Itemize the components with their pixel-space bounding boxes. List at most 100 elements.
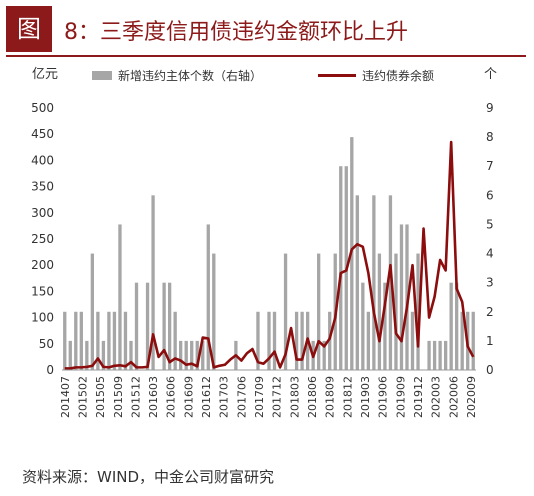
bar-mark [79,311,83,370]
x-tick-label: 201806 [306,376,319,418]
bar-mark [167,282,172,370]
bar-mark [449,282,453,370]
x-tick-label: 201509 [112,376,125,418]
figure-header: 图 8：三季度信用债违约金额环比上升 [0,0,534,58]
bar-mark [372,195,376,370]
bar-mark [184,340,188,370]
bar-mark [74,311,78,370]
bar-mark [96,311,100,370]
right-tick-label: 7 [486,159,494,173]
bar-mark [68,340,72,370]
bar-mark [173,311,177,370]
bar-mark [366,311,371,370]
bar-mark [63,311,67,370]
bar-mark [383,282,387,370]
line-series [64,140,475,370]
bar-mark [107,311,111,370]
bar-mark [399,224,404,370]
x-tick-label: 201906 [377,376,390,418]
bar-mark [432,340,437,370]
x-axis: 201407 201502 201505 201509 201512 201603 2016… [59,369,478,418]
left-tick-label: 300 [31,206,54,220]
bar-mark [101,340,106,370]
bar-mark [112,311,117,370]
left-tick-label: 50 [39,337,54,351]
source-note: 资料来源：WIND，中金公司财富研究 [22,468,275,486]
x-tick-label: 202003 [430,376,443,418]
x-tick-label: 201712 [271,376,284,418]
bar-mark [190,340,194,370]
figure-title: 8：三季度信用债违约金额环比上升 [64,20,408,45]
left-tick-label: 250 [31,232,54,246]
bar-mark [206,224,210,370]
left-tick-label: 400 [31,153,54,167]
x-tick-label: 201606 [165,376,178,418]
bar-mark [300,311,304,370]
header-rule [6,55,526,57]
right-tick-label: 3 [486,276,494,290]
bar-mark [471,311,475,370]
x-tick-label: 202006 [447,376,460,418]
bar-mark [195,340,199,370]
left-axis: 0 50 100 150 200 250 300 350 400 450 500 [31,101,54,377]
bar-mark [294,311,299,370]
bar-mark [322,340,326,370]
left-tick-label: 100 [31,311,54,325]
bar-mark [416,253,420,370]
left-tick-label: 150 [31,284,54,298]
bar-mark [339,166,343,370]
legend: 新增违约主体个数（右轴） 违约债券余额 [92,68,434,83]
x-tick-label: 201809 [324,376,337,418]
right-tick-label: 6 [486,188,494,202]
legend-label: 新增违约主体个数（右轴） [118,68,262,83]
left-tick-label: 200 [31,258,54,272]
left-tick-label: 350 [31,180,54,194]
figure-badge: 图 [6,6,52,52]
bar-mark [377,253,382,370]
bar-mark [256,311,260,370]
bar-mark [85,340,89,370]
x-tick-label: 201903 [359,376,372,418]
bar-mark [272,311,277,370]
bar-mark [201,340,205,370]
combo-chart: 0 50 100 150 200 250 300 350 400 450 500 0 1 2 3 4 5 6 7 8… [31,67,497,418]
bar-mark [267,311,271,370]
bar-mark [388,195,393,370]
bar-mark [283,253,288,370]
left-tick-label: 500 [31,101,54,115]
bar-mark [460,311,464,370]
bar-mark [455,282,459,370]
right-unit-label: 个 [484,67,497,82]
bar-mark [118,224,122,370]
bar-mark [212,253,216,370]
bar-mark [410,311,415,370]
bar-mark [162,282,166,370]
legend-label: 违约债券余额 [362,68,434,83]
x-tick-label: 201512 [129,376,142,418]
x-tick-label: 201803 [288,376,301,418]
x-tick-label: 201502 [76,376,89,418]
legend-swatch-bar [92,71,112,80]
bar-mark [394,253,398,370]
right-tick-label: 4 [486,247,494,261]
x-tick-label: 201909 [394,376,407,418]
right-tick-label: 8 [486,130,494,144]
x-tick-label: 201609 [182,376,195,418]
right-tick-label: 0 [486,363,494,377]
right-tick-label: 2 [486,305,494,319]
bar-mark [134,282,139,370]
x-tick-label: 201407 [59,376,72,418]
bar-mark [129,340,133,370]
bar-mark [179,340,183,370]
x-tick-label: 201912 [412,376,425,418]
x-tick-label: 201603 [147,376,160,418]
bar-mark [317,253,321,370]
bar-mark [145,282,150,370]
bar-mark [123,311,128,370]
right-tick-label: 1 [486,334,494,348]
bar-mark [427,340,431,370]
left-tick-label: 0 [46,363,54,377]
x-tick-label: 201612 [200,376,213,418]
bar-mark [355,195,359,370]
x-tick-label: 201505 [94,376,107,418]
